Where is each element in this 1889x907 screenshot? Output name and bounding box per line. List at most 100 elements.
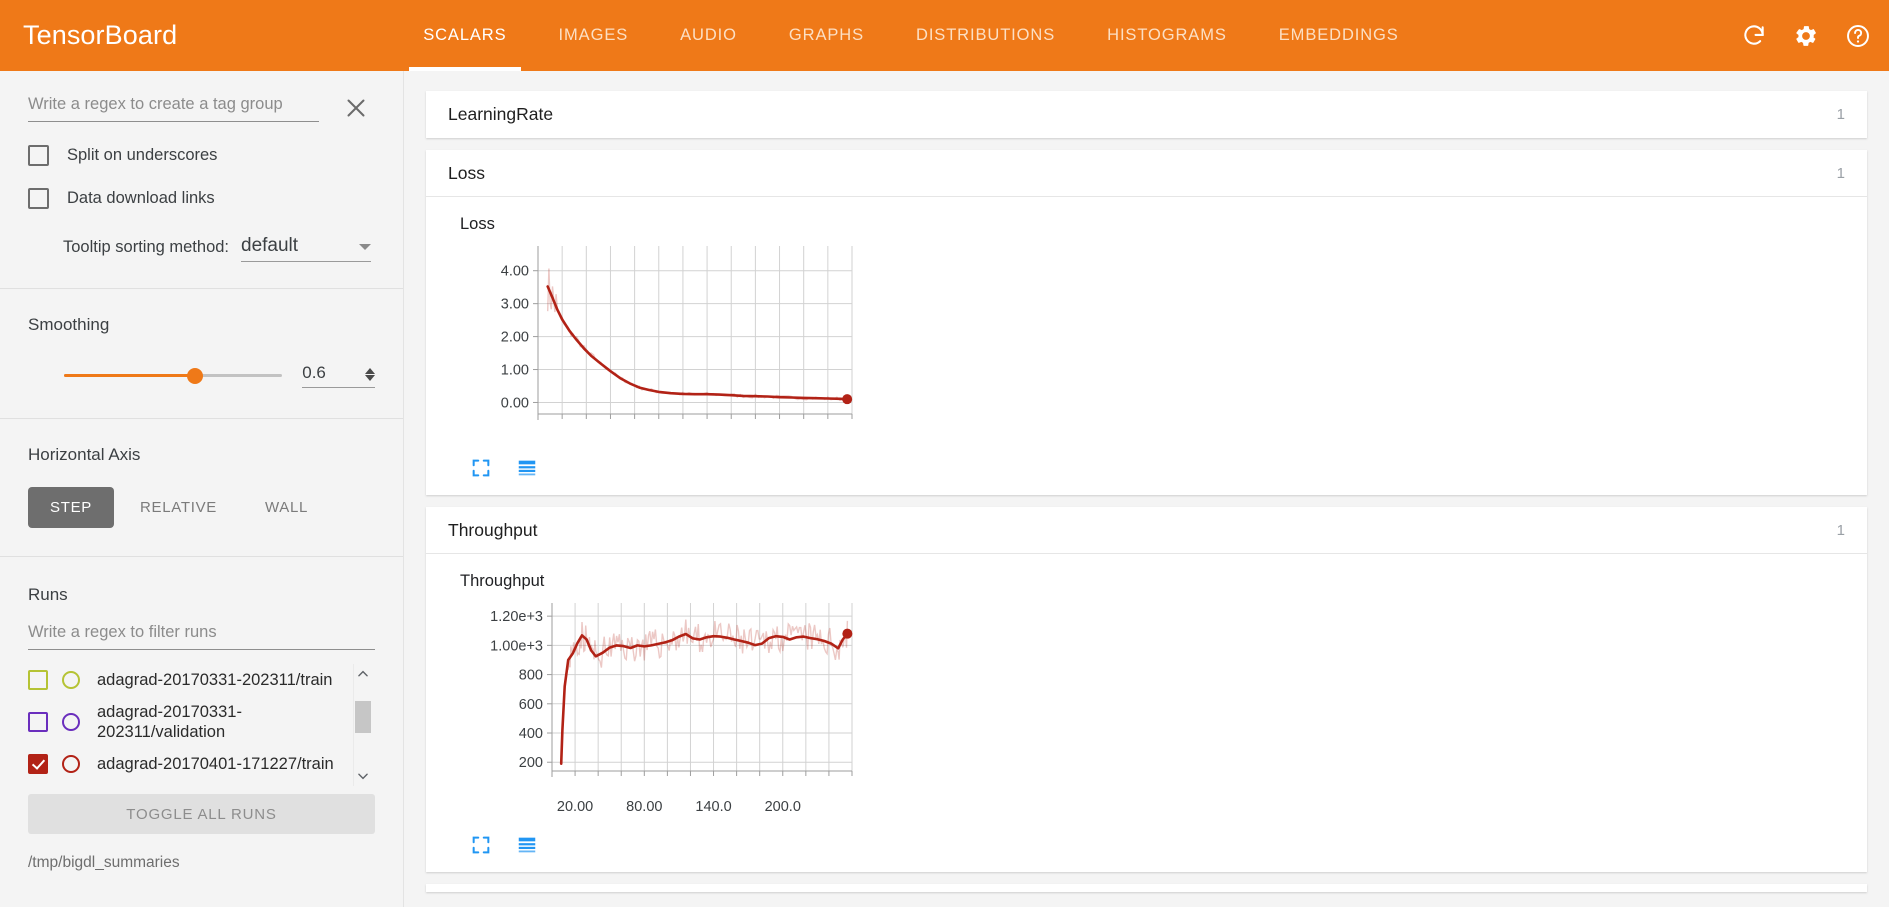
throughput-chart[interactable]: 200 400 600 800 1.00e+3 1.20e+3 20.00 80.00 140.… — [460, 597, 1867, 822]
divider — [0, 288, 403, 289]
run-checkbox[interactable] — [28, 754, 48, 775]
smoothing-value-field[interactable]: 0.6 — [302, 363, 375, 388]
tooltip-sorting-label: Tooltip sorting method: — [63, 238, 230, 256]
tab-label: HISTOGRAMS — [1107, 26, 1227, 44]
chart-panel-throughput: Throughput 200 400 600 800 1.00e+3 1.20e+3 20.… — [426, 554, 1867, 872]
card-learningrate: LearningRate 1 — [426, 91, 1867, 138]
runs-list-container: adagrad-20170331-202311/train adagrad-20… — [28, 664, 375, 786]
tab-scalars[interactable]: SCALARS — [397, 0, 532, 71]
tag-group-section: Split on underscores Data download links… — [0, 71, 403, 288]
axis-option-relative[interactable]: RELATIVE — [139, 499, 217, 516]
slider-thumb[interactable] — [186, 367, 203, 384]
quantity-stepper[interactable] — [365, 368, 375, 381]
scrollbar-thumb[interactable] — [355, 701, 371, 733]
card-header-learningrate[interactable]: LearningRate 1 — [426, 91, 1867, 138]
close-icon[interactable] — [341, 93, 371, 123]
stepper-up-icon[interactable] — [365, 368, 375, 374]
tab-label: IMAGES — [558, 26, 629, 44]
svg-text:2.00: 2.00 — [501, 330, 529, 346]
app-header-actions — [1741, 0, 1871, 71]
smoothing-section: Smoothing 0.6 — [0, 289, 403, 418]
card-header-loss[interactable]: Loss 1 — [426, 150, 1867, 197]
tab-label: AUDIO — [680, 26, 737, 44]
gear-icon[interactable] — [1793, 23, 1819, 49]
smoothing-slider[interactable] — [64, 365, 283, 387]
tab-images[interactable]: IMAGES — [533, 0, 655, 71]
run-label: adagrad-20170401-171227/train — [97, 755, 334, 774]
divider — [0, 556, 403, 557]
tab-audio[interactable]: AUDIO — [654, 0, 763, 71]
tab-label: SCALARS — [423, 26, 507, 44]
run-checkbox[interactable] — [28, 712, 48, 733]
svg-text:800: 800 — [519, 668, 543, 684]
card-title: LearningRate — [448, 104, 554, 124]
tag-group-input[interactable] — [28, 95, 319, 122]
chart-actions-throughput — [460, 834, 1867, 856]
tag-filter-row — [28, 71, 375, 123]
logdir-path: /tmp/bigdl_summaries — [28, 854, 180, 871]
smoothing-value: 0.6 — [302, 363, 326, 382]
list-item[interactable]: adagrad-20170331-202311/train — [28, 664, 345, 696]
data-table-icon[interactable] — [516, 834, 538, 856]
app-brand: TensorBoard — [23, 20, 178, 50]
runs-title: Runs — [28, 585, 68, 604]
runs-filter-input[interactable] — [28, 623, 375, 650]
tab-label: GRAPHS — [788, 26, 864, 44]
card-header-throughput[interactable]: Throughput 1 — [426, 507, 1867, 554]
chevron-down-icon[interactable] — [356, 769, 370, 783]
tab-embeddings[interactable]: EMBEDDINGS — [1253, 0, 1425, 71]
loss-chart[interactable]: 0.00 1.00 2.00 3.00 4.00 — [460, 240, 1867, 445]
checkbox-label: Split on underscores — [67, 146, 218, 164]
chart-title: Loss — [460, 215, 495, 233]
svg-text:1.20e+3: 1.20e+3 — [490, 609, 543, 625]
runs-section: Runs adagrad-20170331-202311/train adagr… — [0, 557, 403, 872]
runs-list: adagrad-20170331-202311/train adagrad-20… — [28, 664, 375, 781]
slider-fill — [64, 374, 195, 377]
checkbox-label: Data download links — [67, 189, 215, 207]
list-item[interactable]: adagrad-20170331-202311/validation — [28, 696, 345, 748]
run-checkbox[interactable] — [28, 670, 48, 691]
card-next-partial — [426, 884, 1867, 892]
chevron-up-icon[interactable] — [356, 667, 370, 681]
data-table-icon[interactable] — [516, 457, 538, 479]
card-loss: Loss 1 Loss 0.00 1.00 2.00 3.00 4.00 — [426, 150, 1867, 495]
chart-panel-loss: Loss 0.00 1.00 2.00 3.00 4.00 — [426, 197, 1867, 495]
axis-option-step[interactable]: STEP — [28, 487, 114, 528]
tooltip-sorting-select[interactable]: default — [241, 235, 372, 262]
runs-scrollbar[interactable] — [353, 664, 371, 786]
svg-text:140.0: 140.0 — [695, 799, 731, 815]
list-item[interactable]: adagrad-20170401-171227/train — [28, 748, 345, 780]
run-label: adagrad-20170331-202311/train — [97, 671, 333, 689]
chevron-down-icon — [359, 244, 372, 250]
help-icon[interactable] — [1845, 23, 1871, 49]
divider — [0, 418, 403, 419]
axis-option-wall[interactable]: WALL — [265, 499, 309, 516]
svg-text:4.00: 4.00 — [501, 264, 529, 280]
toggle-all-runs-button[interactable]: TOGGLE ALL RUNS — [28, 794, 375, 834]
checkbox-box — [28, 145, 49, 166]
card-throughput: Throughput 1 Throughput 200 400 600 800 1.00… — [426, 507, 1867, 872]
refresh-icon[interactable] — [1741, 23, 1767, 49]
expand-icon[interactable] — [470, 834, 492, 856]
card-count-badge: 1 — [1836, 164, 1845, 182]
horizontal-axis-title: Horizontal Axis — [28, 445, 141, 464]
svg-text:200.0: 200.0 — [765, 799, 801, 815]
stepper-down-icon[interactable] — [365, 375, 375, 381]
svg-text:400: 400 — [519, 726, 543, 742]
expand-icon[interactable] — [470, 457, 492, 479]
run-label: adagrad-20170331-202311/validation — [97, 703, 242, 742]
app-header: TensorBoard SCALARS IMAGES AUDIO GRAPHS … — [0, 0, 1889, 71]
tab-histograms[interactable]: HISTOGRAMS — [1081, 0, 1253, 71]
chart-actions-loss — [460, 457, 1867, 479]
tab-distributions[interactable]: DISTRIBUTIONS — [890, 0, 1081, 71]
tab-label: EMBEDDINGS — [1278, 26, 1399, 44]
checkbox-data-download-links[interactable]: Data download links — [28, 188, 375, 209]
card-count-badge: 1 — [1836, 521, 1845, 539]
horizontal-axis-section: Horizontal Axis STEP RELATIVE WALL — [0, 419, 403, 556]
tooltip-sorting-value: default — [241, 235, 299, 256]
checkbox-box — [28, 188, 49, 209]
chart-title: Throughput — [460, 572, 545, 590]
svg-text:1.00: 1.00 — [501, 363, 529, 379]
checkbox-split-on-underscores[interactable]: Split on underscores — [28, 145, 375, 166]
tab-graphs[interactable]: GRAPHS — [763, 0, 890, 71]
